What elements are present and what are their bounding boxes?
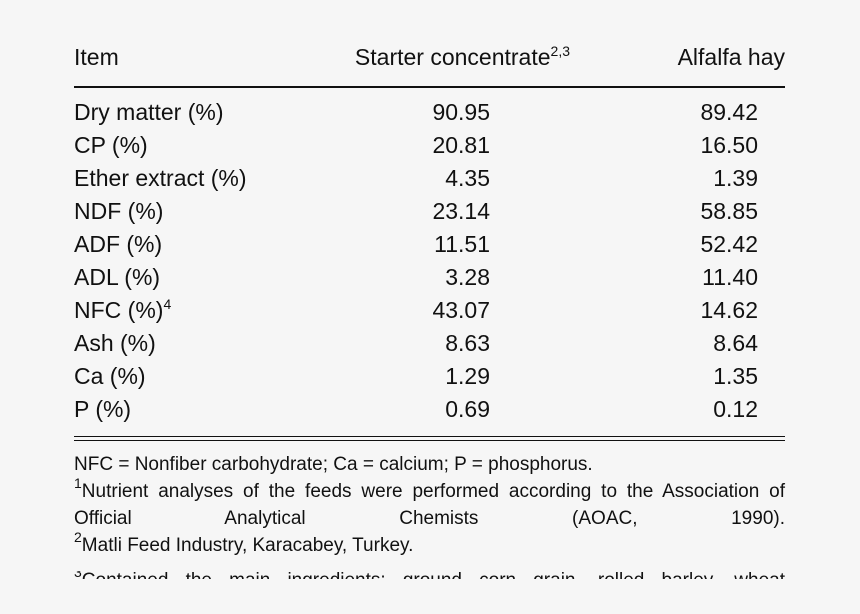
row-item-label: Dry matter (%) — [74, 99, 224, 125]
table-row: Ca (%) 1.29 1.35 — [74, 360, 785, 393]
alfalfa-hay-value: 8.64 — [713, 330, 758, 356]
table-row: ADL (%) 3.28 11.40 — [74, 261, 785, 294]
table-row: Ether extract (%) 4.35 1.39 — [74, 162, 785, 195]
alfalfa-hay-value: 89.42 — [700, 99, 758, 125]
row-item-footnote-mark: 4 — [163, 296, 172, 312]
footnote-1: 1Nutrient analyses of the feeds were per… — [74, 475, 785, 529]
row-item-label: Ether extract (%) — [74, 165, 247, 191]
footnote-abbreviations: NFC = Nonfiber carbohydrate; Ca = calciu… — [74, 454, 593, 475]
row-item-label: ADL (%) — [74, 264, 161, 290]
table-row: P (%) 0.69 0.12 — [74, 393, 785, 426]
row-item-label: ADF (%) — [74, 231, 163, 257]
row-item-label: CP (%) — [74, 132, 148, 158]
table-row: CP (%) 20.81 16.50 — [74, 129, 785, 162]
starter-concentrate-value: 11.51 — [434, 231, 490, 257]
starter-concentrate-value: 3.28 — [445, 264, 490, 290]
table-bottom-rule-second — [74, 440, 785, 441]
starter-concentrate-value: 43.07 — [432, 297, 490, 323]
table-footnotes: NFC = Nonfiber carbohydrate; Ca = calciu… — [74, 451, 785, 559]
alfalfa-hay-value: 11.40 — [702, 264, 758, 290]
alfalfa-hay-value: 16.50 — [700, 132, 758, 158]
feed-composition-table: Item Starter concentrate2,3 Alfalfa hay … — [74, 38, 785, 441]
alfalfa-hay-value: 14.62 — [700, 297, 758, 323]
footnote-3: 3Contained the main ingredients: ground … — [74, 571, 785, 579]
row-item-label: NFC (%)4 — [74, 296, 172, 323]
header-starter-concentrate: Starter concentrate2,3 — [354, 43, 570, 70]
alfalfa-hay-value: 0.12 — [713, 396, 758, 422]
table-row: Dry matter (%) 90.95 89.42 — [74, 96, 785, 129]
table-row: NDF (%) 23.14 58.85 — [74, 195, 785, 228]
table-bottom-rule — [74, 436, 785, 437]
header-divider — [74, 86, 785, 88]
row-item-label: P (%) — [74, 396, 132, 422]
row-item-label: Ca (%) — [74, 363, 146, 389]
alfalfa-hay-value: 1.35 — [713, 363, 758, 389]
row-item-label: Ash (%) — [74, 330, 156, 356]
table-row: NFC (%)4 43.07 14.62 — [74, 294, 785, 327]
row-item-label: NDF (%) — [74, 198, 164, 224]
starter-concentrate-value: 0.69 — [445, 396, 490, 422]
footnote-3-clipped: 3Contained the main ingredients: ground … — [74, 571, 785, 579]
starter-concentrate-value: 4.35 — [445, 165, 490, 191]
starter-concentrate-value: 1.29 — [445, 363, 490, 389]
table-body: Dry matter (%) 90.95 89.42 CP (%) 20.81 16.50… — [74, 96, 785, 426]
alfalfa-hay-value: 1.39 — [713, 165, 758, 191]
footnote-2: 2Matli Feed Industry, Karacabey, Turkey. — [74, 529, 414, 556]
header-starter-footnote-mark: 2,3 — [550, 43, 570, 59]
table-header-row: Item Starter concentrate2,3 Alfalfa hay — [74, 38, 785, 76]
starter-concentrate-value: 8.63 — [445, 330, 490, 356]
table-row: ADF (%) 11.51 52.42 — [74, 228, 785, 261]
alfalfa-hay-value: 58.85 — [700, 198, 758, 224]
alfalfa-hay-value: 52.42 — [700, 231, 758, 257]
table-row: Ash (%) 8.63 8.64 — [74, 327, 785, 360]
starter-concentrate-value: 20.81 — [432, 132, 490, 158]
header-item: Item — [74, 44, 119, 70]
starter-concentrate-value: 90.95 — [432, 99, 490, 125]
header-alfalfa-hay: Alfalfa hay — [677, 44, 785, 70]
starter-concentrate-value: 23.14 — [432, 198, 490, 224]
